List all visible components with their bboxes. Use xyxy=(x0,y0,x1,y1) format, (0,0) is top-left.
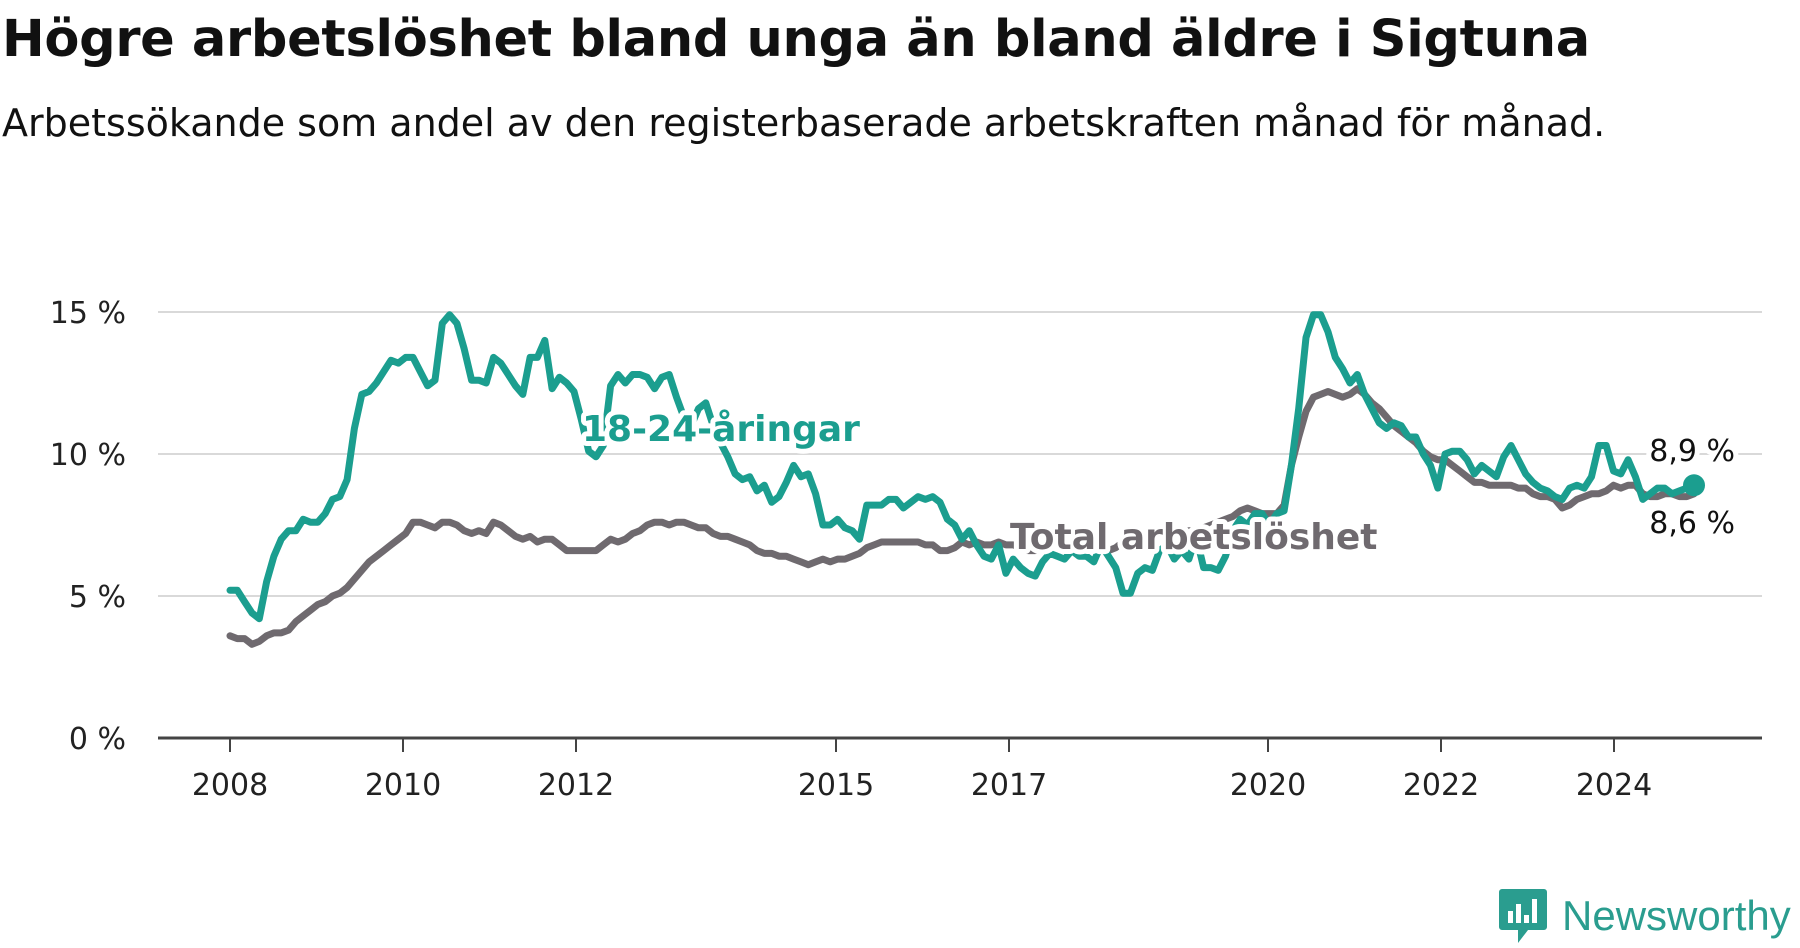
y-tick-label: 15 % xyxy=(50,296,126,331)
chart-subtitle: Arbetssökande som andel av den registerb… xyxy=(2,101,1606,145)
x-tick-label: 2012 xyxy=(538,768,614,803)
y-tick-label: 10 % xyxy=(50,438,126,473)
brand-logo[interactable]: Newsworthy xyxy=(1498,886,1798,946)
x-axis-ticks: 2008 2010 2012 2015 2017 2020 2022 2024 xyxy=(192,738,1652,803)
end-value-total: 8,6 % xyxy=(1649,506,1735,541)
series-line-total xyxy=(226,385,1698,648)
x-tick-label: 2015 xyxy=(798,768,874,803)
x-tick-label: 2010 xyxy=(365,768,441,803)
chart-title: Högre arbetslöshet bland unga än bland ä… xyxy=(2,10,1590,69)
y-axis-ticks: 0 % 5 % 10 % 15 % xyxy=(50,296,126,757)
end-value-youth: 8,9 % xyxy=(1649,434,1735,469)
series-label-youth: 18-24-åringar xyxy=(582,409,860,450)
x-tick-label: 2024 xyxy=(1576,768,1652,803)
y-tick-label: 0 % xyxy=(69,722,126,757)
series-end-point xyxy=(1683,474,1705,497)
y-tick-label: 5 % xyxy=(69,580,126,615)
series-lines xyxy=(226,311,1705,648)
series-labels: 18-24-åringar Total arbetslöshet 8,9 % 8,6 … xyxy=(577,404,1740,563)
x-tick-label: 2017 xyxy=(971,768,1047,803)
series-line-youth xyxy=(226,311,1698,623)
gridlines xyxy=(158,311,1762,740)
x-tick-label: 2020 xyxy=(1230,768,1306,803)
x-tick-label: 2008 xyxy=(192,768,268,803)
x-tick-label: 2022 xyxy=(1403,768,1479,803)
newsworthy-logo-icon xyxy=(1499,889,1547,943)
brand-name: Newsworthy xyxy=(1562,892,1791,939)
series-label-total: Total arbetslöshet xyxy=(1010,517,1378,558)
